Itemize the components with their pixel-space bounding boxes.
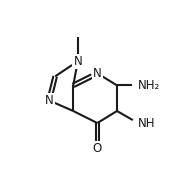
Text: N: N xyxy=(45,94,54,107)
Text: O: O xyxy=(93,142,102,155)
Text: NH: NH xyxy=(138,117,156,130)
Text: N: N xyxy=(73,55,82,68)
Text: NH₂: NH₂ xyxy=(138,79,160,92)
Text: N: N xyxy=(93,67,102,80)
